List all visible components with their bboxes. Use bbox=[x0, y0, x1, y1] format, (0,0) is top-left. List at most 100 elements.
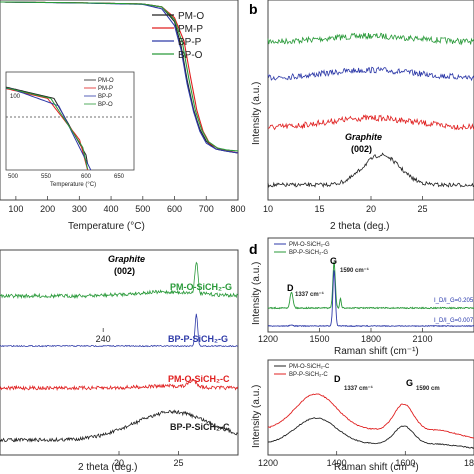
d-top-g-value: 1590 cm⁻¹ bbox=[340, 267, 369, 274]
d-bot-x-tick-1200: 1200 bbox=[258, 458, 278, 468]
inset-xtick-600: 600 bbox=[81, 174, 92, 180]
legend-label-bp-p: BP-P bbox=[178, 37, 202, 48]
legend-label-pm-o: PM-O bbox=[178, 11, 204, 22]
panel-d-bottom-trace-1 bbox=[267, 417, 474, 449]
inset-label-pm-p: PM-P bbox=[98, 86, 113, 92]
panel-c-label-pm-o-c: PM-O-SiCH₂-C bbox=[168, 374, 230, 384]
panel-b-trace-1 bbox=[267, 66, 474, 82]
panel-c-trace-bp-p-sich-c bbox=[0, 409, 239, 443]
panel-a-xlabel: Temperature (°C) bbox=[68, 221, 145, 232]
panel-d-top-ylabel: Intensity (a.u.) bbox=[251, 262, 262, 325]
d-bot-x-tick-1800: 1800 bbox=[464, 458, 474, 468]
a-x-tick-100: 100 bbox=[8, 204, 23, 214]
panel-b-trace-2 bbox=[267, 114, 474, 131]
b-x-tick-20: 20 bbox=[366, 204, 376, 214]
panel-c-graphite-label: Graphite bbox=[108, 254, 145, 264]
d-top-x-tick-1500: 1500 bbox=[309, 334, 329, 344]
panel-c-trace-pm-o-sich-c bbox=[0, 379, 239, 392]
panel-a-line-bp-o bbox=[0, 1, 239, 152]
panel-d-bottom-trace-0 bbox=[267, 393, 474, 439]
panel-d-raman-chart: d PM-O-SiCH₂-G BP-P-SiCH₂-G G 1590 cm⁻¹ … bbox=[96, 237, 474, 473]
panel-b-xrd-chart: b Graphite (002) 10 15 20 25 2 theta (deg.)… bbox=[249, 0, 474, 232]
b-x-tick-10: 10 bbox=[263, 204, 273, 214]
panel-d-top-legend: PM-O-SiCH₂-G BP-P-SiCH₂-G bbox=[274, 242, 330, 256]
d-bot-x-tick-1600: 1600 bbox=[395, 458, 415, 468]
panel-d-top-trace-0 bbox=[267, 261, 474, 310]
a-x-tick-400: 400 bbox=[104, 204, 119, 214]
d-top-ratio-blue: I_D/I_G=0.007 bbox=[434, 318, 474, 324]
inset-ytick-100: 100 bbox=[10, 94, 21, 100]
d-bot-d-value: 1337 cm⁻¹ bbox=[344, 385, 373, 392]
inset-line-bp-o bbox=[5, 87, 89, 170]
panel-c-label-bp-p-c: BP-P-SiCH₂-C bbox=[170, 422, 230, 432]
panel-b-ylabel: Intensity (a.u.) bbox=[251, 82, 262, 145]
panel-b-xlabel: 2 theta (deg.) bbox=[330, 221, 389, 232]
inset-xlabel: Temperature (°C) bbox=[50, 182, 96, 188]
d-bot-g-value: 1590 cm bbox=[416, 386, 440, 392]
panel-b-plane-label: (002) bbox=[351, 144, 372, 154]
d-top-d-value: 1337 cm⁻¹ bbox=[295, 291, 324, 298]
a-x-tick-300: 300 bbox=[72, 204, 87, 214]
panel-a-xticks: 100 200 300 400 500 600 700 800 bbox=[8, 196, 246, 214]
panel-b-xticks: 10 15 20 25 bbox=[263, 196, 428, 214]
d-bot-legend-label-0: PM-O-SiCH₂-C bbox=[289, 364, 330, 370]
d-top-legend-label-pm-o: PM-O-SiCH₂-G bbox=[289, 242, 330, 248]
d-bot-d-letter: D bbox=[334, 374, 341, 384]
panel-b-trace-3 bbox=[267, 152, 474, 188]
panel-c-trace-bp-p-sich-g bbox=[0, 313, 238, 348]
panel-d-top-xticks: 1200 1500 1800 2100 240 bbox=[96, 328, 433, 344]
d-bot-g-letter: G bbox=[406, 378, 413, 388]
panel-b-trace-0 bbox=[267, 32, 474, 46]
panel-b-graphite-label: Graphite bbox=[345, 132, 382, 142]
panel-c-series-group bbox=[0, 261, 239, 443]
inset-frame bbox=[5, 71, 135, 171]
c-x-tick-25: 25 bbox=[173, 458, 183, 468]
panel-c-xlabel: 2 theta (deg.) bbox=[78, 462, 137, 473]
panel-d-bottom-xticks: 1200 1400 1600 1800 bbox=[258, 451, 474, 468]
panel-a-tga-chart: PM-O PM-P BP-P BP-O PM-O PM-P BP-P BP-O bbox=[0, 0, 246, 232]
a-x-tick-800: 800 bbox=[230, 204, 245, 214]
panel-c-label-bp-p-g: BP-P-SiCH₂-G bbox=[168, 334, 228, 344]
a-x-tick-700: 700 bbox=[199, 204, 214, 214]
inset-label-bp-o: BP-O bbox=[98, 102, 113, 108]
panel-a-frame bbox=[0, 0, 239, 201]
panel-c-xrd-chart: Graphite (002) PM-O-SiCH₂-G BP-P-SiCH₂-G… bbox=[0, 249, 239, 473]
inset-label-bp-p: BP-P bbox=[98, 94, 112, 100]
panel-d-bottom-legend: PM-O-SiCH₂-C BP-P-SiCH₂-C bbox=[274, 364, 330, 378]
inset-xtick-550: 550 bbox=[41, 174, 52, 180]
d-bot-legend-label-1: BP-P-SiCH₂-C bbox=[289, 372, 328, 378]
panel-d-top-series-group bbox=[267, 261, 474, 328]
panel-c-label-pm-o-g: PM-O-SiCH₂-G bbox=[170, 282, 232, 292]
c-x-tick-20: 20 bbox=[114, 458, 124, 468]
d-top-x-tick-1800: 1800 bbox=[361, 334, 381, 344]
panel-d-bottom-frame bbox=[267, 359, 474, 456]
d-top-x-tick-1200: 1200 bbox=[258, 334, 278, 344]
panel-d-letter: d bbox=[249, 241, 258, 257]
panel-a-series-group bbox=[0, 1, 239, 154]
d-bot-x-tick-1400: 1400 bbox=[327, 458, 347, 468]
a-x-tick-500: 500 bbox=[135, 204, 150, 214]
legend-label-bp-o: BP-O bbox=[178, 50, 203, 61]
panel-c-plane-label: (002) bbox=[114, 266, 135, 276]
panel-b-letter: b bbox=[249, 1, 258, 17]
inset-legend: PM-O PM-P BP-P BP-O bbox=[84, 78, 114, 108]
d-top-d-letter: D bbox=[287, 283, 294, 293]
panel-a-inset: PM-O PM-P BP-P BP-O 100 500 550 600 650 … bbox=[5, 71, 135, 188]
d-top-legend-label-bp-p: BP-P-SiCH₂-G bbox=[289, 250, 328, 256]
inset-xtick-500: 500 bbox=[8, 174, 19, 180]
inset-label-pm-o: PM-O bbox=[98, 78, 114, 84]
d-top-g-letter: G bbox=[330, 256, 337, 266]
inset-line-bp-p bbox=[5, 87, 92, 171]
inset-xtick-650: 650 bbox=[114, 174, 125, 180]
panel-a-legend: PM-O PM-P BP-P BP-O bbox=[152, 11, 204, 61]
a-x-tick-600: 600 bbox=[167, 204, 182, 214]
panel-d-bottom-ylabel: Intensity (a.u.) bbox=[251, 385, 262, 448]
legend-label-pm-p: PM-P bbox=[178, 24, 203, 35]
panel-d-bottom-xlabel: Raman shift (cm⁻¹) bbox=[334, 462, 419, 473]
a-x-tick-200: 200 bbox=[40, 204, 55, 214]
inset-series-group bbox=[5, 86, 92, 171]
b-x-tick-15: 15 bbox=[314, 204, 324, 214]
d-top-ratio-green: I_D/I_G=0.205 bbox=[434, 298, 474, 304]
panel-d-bottom-series-group bbox=[267, 393, 474, 449]
